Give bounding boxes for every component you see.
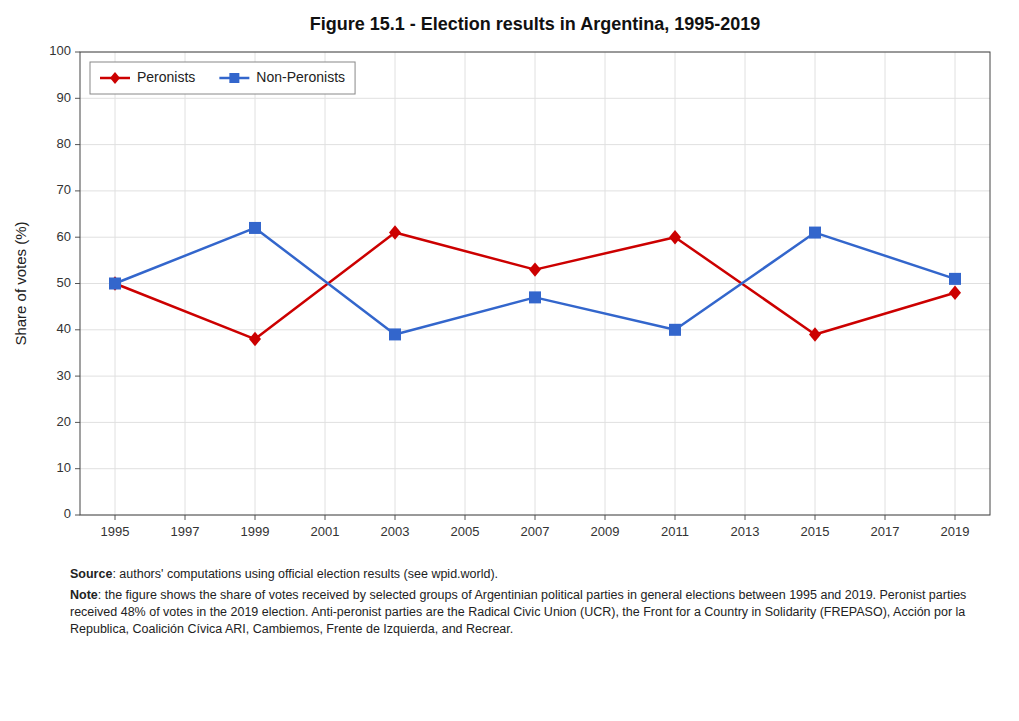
x-tick xyxy=(605,515,606,520)
x-tick xyxy=(115,515,116,520)
x-tick-label: 1997 xyxy=(171,524,200,539)
x-grid-line xyxy=(465,52,466,515)
y-axis-label: Share of votes (%) xyxy=(12,221,29,345)
x-tick-label: 2011 xyxy=(661,524,689,539)
data-point xyxy=(669,324,681,336)
x-tick xyxy=(745,515,746,520)
legend-item: Peronists xyxy=(100,69,195,85)
x-tick xyxy=(885,515,886,520)
data-point xyxy=(389,225,401,239)
x-tick-label: 2019 xyxy=(941,524,970,539)
y-tick-label: 80 xyxy=(57,136,71,151)
x-grid-line xyxy=(395,52,396,515)
data-point xyxy=(809,327,821,341)
grid xyxy=(80,52,990,515)
legend: Peronists Non-Peronists xyxy=(90,62,355,94)
y-tick-label: 50 xyxy=(57,275,71,290)
legend-item: Non-Peronists xyxy=(219,69,345,85)
data-point xyxy=(109,276,121,290)
data-point xyxy=(949,273,961,285)
y-tick xyxy=(75,515,80,516)
x-tick xyxy=(395,515,396,520)
x-tick xyxy=(535,515,536,520)
y-tick-label: 10 xyxy=(57,460,71,475)
chart-svg: 0 10 20 30 40 50 60 70 80 90 100 1995 1997 1999 2001 20… xyxy=(0,0,1019,560)
y-tick-label: 70 xyxy=(57,182,71,197)
x-grid-line xyxy=(185,52,186,515)
x-tick-label: 1999 xyxy=(241,524,270,539)
x-tick-label: 2009 xyxy=(591,524,620,539)
y-tick xyxy=(75,52,80,53)
y-tick-label: 30 xyxy=(57,368,71,383)
footnote-text: : authors' computations using official e… xyxy=(112,567,498,581)
legend-box xyxy=(90,62,355,94)
series-line xyxy=(115,228,955,334)
y-tick xyxy=(75,376,80,377)
y-tick xyxy=(75,468,80,469)
footnote-text: : the figure shows the share of votes re… xyxy=(70,588,966,636)
legend-label: Non-Peronists xyxy=(256,69,345,85)
y-tick-label: 20 xyxy=(57,414,71,429)
y-tick xyxy=(75,329,80,330)
footnote-label: Note xyxy=(70,588,98,602)
y-tick xyxy=(75,98,80,99)
chart-container: 0 10 20 30 40 50 60 70 80 90 100 1995 1997 1999 2001 20… xyxy=(0,0,1019,560)
x-tick-label: 2005 xyxy=(451,524,480,539)
x-tick-label: 1995 xyxy=(101,524,130,539)
y-tick xyxy=(75,190,80,191)
x-tick xyxy=(185,515,186,520)
x-grid-line xyxy=(885,52,886,515)
data-point xyxy=(529,262,541,276)
x-grid-line xyxy=(255,52,256,515)
data-point xyxy=(949,286,961,300)
x-grid-line xyxy=(745,52,746,515)
data-point xyxy=(529,291,541,303)
footnotes: Source: authors' computations using offi… xyxy=(70,566,990,642)
y-tick-label: 100 xyxy=(49,43,71,58)
footnote: Source: authors' computations using offi… xyxy=(70,566,990,583)
x-tick-label: 2001 xyxy=(311,524,340,539)
legend-swatch-marker xyxy=(110,72,120,84)
y-tick xyxy=(75,144,80,145)
y-tick-label: 60 xyxy=(57,229,71,244)
y-tick-label: 40 xyxy=(57,321,71,336)
footnote: Note: the figure shows the share of vote… xyxy=(70,587,990,638)
y-tick xyxy=(75,422,80,423)
chart-title: Figure 15.1 - Election results in Argent… xyxy=(310,14,761,34)
x-grid-line xyxy=(815,52,816,515)
x-tick-label: 2017 xyxy=(871,524,900,539)
x-tick-label: 2007 xyxy=(521,524,550,539)
x-tick xyxy=(955,515,956,520)
y-tick xyxy=(75,283,80,284)
plot-frame xyxy=(80,52,990,515)
y-tick-label: 0 xyxy=(64,506,71,521)
x-grid-line xyxy=(325,52,326,515)
x-tick xyxy=(255,515,256,520)
x-tick xyxy=(815,515,816,520)
x-tick-label: 2013 xyxy=(731,524,760,539)
legend-label: Peronists xyxy=(137,69,195,85)
y-tick-label: 90 xyxy=(57,90,71,105)
data-group xyxy=(109,222,961,346)
x-tick xyxy=(465,515,466,520)
x-tick-label: 2015 xyxy=(801,524,830,539)
data-point xyxy=(389,328,401,340)
data-point xyxy=(809,227,821,239)
series-line xyxy=(115,233,955,339)
x-grid-line xyxy=(675,52,676,515)
x-grid-line xyxy=(605,52,606,515)
legend-swatch-marker xyxy=(229,73,239,83)
data-point xyxy=(669,230,681,244)
x-grid-line xyxy=(535,52,536,515)
data-point xyxy=(249,222,261,234)
data-point xyxy=(249,332,261,346)
footnote-label: Source xyxy=(70,567,112,581)
x-tick xyxy=(325,515,326,520)
x-tick-label: 2003 xyxy=(381,524,410,539)
axes: 0 10 20 30 40 50 60 70 80 90 100 1995 1997 1999 2001 20… xyxy=(49,43,969,539)
x-tick xyxy=(675,515,676,520)
data-point xyxy=(109,278,121,290)
y-tick xyxy=(75,237,80,238)
